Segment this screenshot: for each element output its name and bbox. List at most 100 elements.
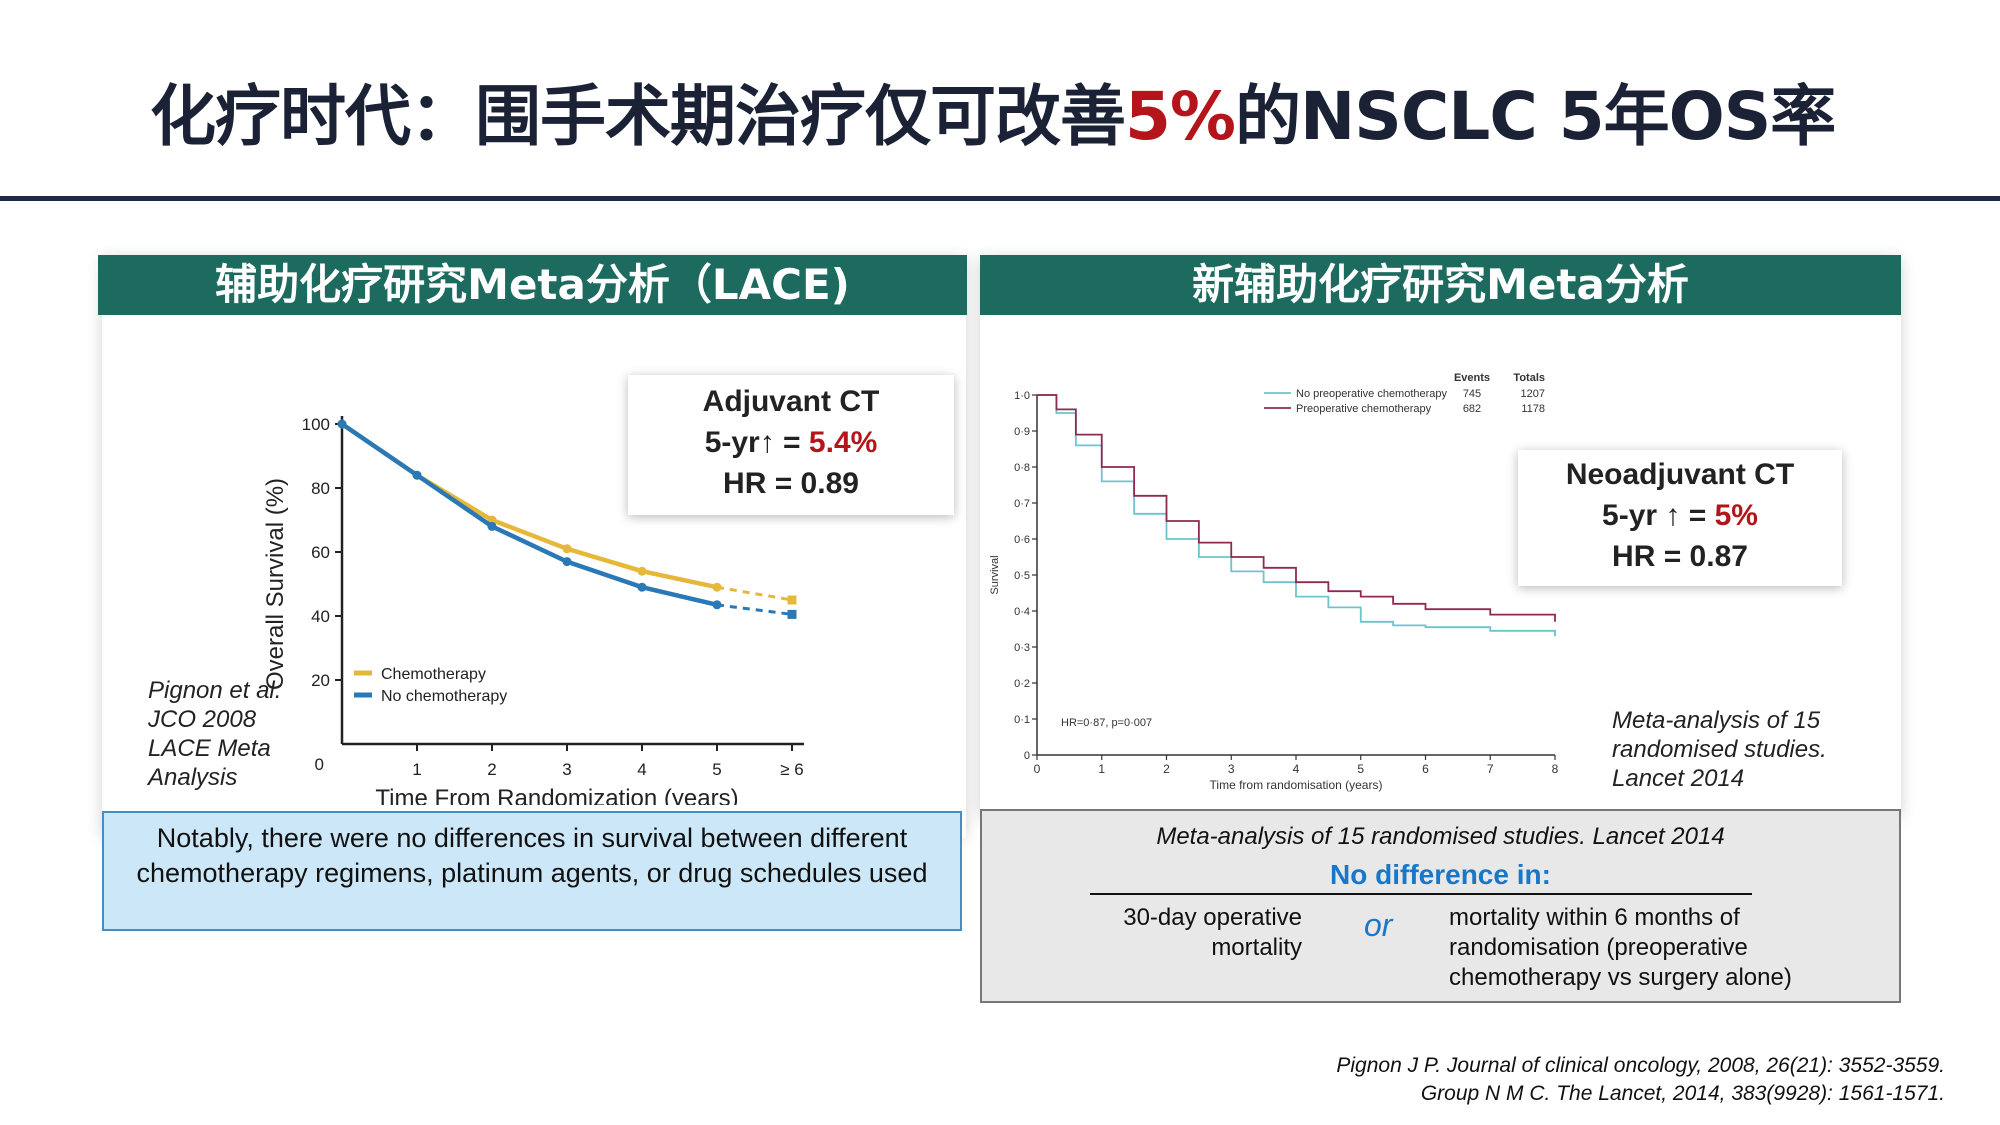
right-box-right-text: mortality within 6 months of randomisati… xyxy=(1449,903,1889,993)
neo-hr-annotation: HR=0·87, p=0·007 xyxy=(1061,717,1152,729)
neo-x-tick-label: 3 xyxy=(1228,762,1235,776)
lace-y-tick-label: 20 xyxy=(311,671,330,690)
neo-series-line xyxy=(1037,394,1556,637)
right-panel-header: 新辅助化疗研究Meta分析 xyxy=(980,255,1901,315)
lace-x-axis-label: Time From Randomization (years) xyxy=(375,785,738,805)
neo-y-tick-label: 0·7 xyxy=(1014,498,1030,510)
lace-x-tick-label: 5 xyxy=(712,760,721,779)
neo-y-tick-label: 0·2 xyxy=(1014,678,1030,690)
lace-axes: 20 40 60 80 100 0 1 2 3 4 5 ≥ 6 Time From Randomizat… xyxy=(262,415,804,805)
right-box-left-line: mortality xyxy=(1211,934,1302,961)
lace-data-point xyxy=(712,600,722,610)
neo-legend-col-header: Events xyxy=(1454,372,1490,384)
reference-line: Pignon J P. Journal of clinical oncology… xyxy=(1336,1054,1945,1077)
neo-legend-events: 745 xyxy=(1463,388,1481,400)
left-citation-line: Pignon et al. xyxy=(148,677,282,704)
neo-y-tick-label: 0 xyxy=(1024,750,1030,762)
left-citation-line: Analysis xyxy=(148,764,238,791)
lace-x-tick-label: 3 xyxy=(562,760,571,779)
right-box-rule xyxy=(1090,893,1752,895)
neo-y-tick-label: 0·9 xyxy=(1014,426,1030,438)
right-box-right-line: chemotherapy vs surgery alone) xyxy=(1449,964,1792,991)
right-box-right-line: randomisation (preoperative xyxy=(1449,934,1748,961)
right-box-subtitle: No difference in: xyxy=(1330,859,1551,890)
right-box-left-text: 30-day operative mortality xyxy=(1082,903,1302,963)
adjuvant-callout-title: Adjuvant CT xyxy=(702,385,880,418)
reference-line: Group N M C. The Lancet, 2014, 383(9928)… xyxy=(1420,1082,1945,1105)
neo-y-tick-label: 0·6 xyxy=(1014,534,1030,546)
neo-x-tick-label: 6 xyxy=(1422,762,1429,776)
adjuvant-callout-hr: HR = 0.89 xyxy=(723,467,859,500)
lace-y-tick-label: 100 xyxy=(302,415,330,434)
neo-y-tick-label: 0·5 xyxy=(1014,570,1030,582)
right-box-title: Meta-analysis of 15 randomised studies. … xyxy=(1156,823,1725,850)
right-box-right-line: mortality within 6 months of xyxy=(1449,904,1740,931)
lace-data-point xyxy=(637,566,647,576)
lace-data-point xyxy=(637,582,647,592)
lace-legend-label: No chemotherapy xyxy=(381,688,507,705)
right-box-or: or xyxy=(1364,907,1393,943)
lace-x-tick-label: 1 xyxy=(412,760,421,779)
neo-legend-totals: 1207 xyxy=(1521,388,1545,400)
neo-legend-label: No preoperative chemotherapy xyxy=(1296,388,1448,400)
neo-x-tick-label: 1 xyxy=(1098,762,1105,776)
right-citation-line: Lancet 2014 xyxy=(1612,765,1745,792)
adjuvant-callout-5yr: 5-yr↑ = 5.4% xyxy=(628,422,954,463)
lace-x-tick-label: 2 xyxy=(487,760,496,779)
neo-legend: Events Totals No preoperative chemotherapy… xyxy=(1264,372,1545,415)
neo-x-axis-label: Time from randomisation (years) xyxy=(1210,778,1383,792)
lace-series-dashed xyxy=(716,585,793,602)
lace-x-tick-label: 4 xyxy=(637,760,646,779)
slide-title: 化疗时代：围手术期治疗仅可改善5%的NSCLC 5年OS率 xyxy=(150,62,1910,172)
neoadjuvant-5yr-value: 5% xyxy=(1714,499,1758,532)
neo-legend-col-header: Totals xyxy=(1513,372,1545,384)
right-box-left-line: 30-day operative xyxy=(1123,904,1302,931)
lace-y-axis-label: Overall Survival (%) xyxy=(262,478,289,690)
neoadjuvant-ct-callout: Neoadjuvant CT 5-yr ↑ = 5% HR = 0.87 xyxy=(1518,450,1842,586)
neoadjuvant-5yr-prefix: 5-yr ↑ = xyxy=(1602,499,1715,532)
right-citation-line: randomised studies. xyxy=(1612,736,1827,763)
slide-title-pre: 化疗时代：围手术期治疗仅可改善 xyxy=(150,78,1126,155)
neo-x-tick-label: 4 xyxy=(1293,762,1300,776)
title-divider xyxy=(0,196,2000,201)
neo-y-tick-label: 0·4 xyxy=(1014,606,1030,618)
adjuvant-ct-callout: Adjuvant CT 5-yr↑ = 5.4% HR = 0.89 xyxy=(628,375,954,515)
neo-legend-totals: 1178 xyxy=(1521,403,1545,415)
lace-legend: Chemotherapy No chemotherapy xyxy=(354,666,507,705)
neo-x-tick-label: 5 xyxy=(1357,762,1364,776)
lace-data-point xyxy=(562,557,572,567)
lace-series-line xyxy=(340,422,718,607)
left-citation: Pignon et al. JCO 2008 LACE Meta Analysi… xyxy=(148,676,328,792)
lace-y-tick-label: 40 xyxy=(311,607,330,626)
neo-series xyxy=(1037,394,1556,637)
slide-title-post: 的NSCLC 5年OS率 xyxy=(1235,78,1836,155)
lace-legend-label: Chemotherapy xyxy=(381,666,486,683)
neo-y-tick-label: 1·0 xyxy=(1014,390,1030,402)
lace-data-point xyxy=(562,544,572,554)
lace-data-point xyxy=(337,419,347,429)
neo-legend-events: 682 xyxy=(1463,403,1481,415)
lace-data-point xyxy=(712,582,722,592)
lace-series xyxy=(337,419,797,619)
lace-data-point xyxy=(487,521,497,531)
left-note-box: Notably, there were no differences in su… xyxy=(102,811,962,931)
neoadjuvant-callout-5yr: 5-yr ↑ = 5% xyxy=(1518,495,1842,536)
neoadjuvant-survival-chart: 0 0·1 0·2 0·3 0·4 0·5 0·6 0·7 0·8 0·9 1·0 0 1 2 3 4 5 6 7 8… xyxy=(989,372,1559,792)
lace-series-dashed xyxy=(716,603,793,616)
lace-data-point xyxy=(412,470,422,480)
lace-survival-chart: 20 40 60 80 100 0 1 2 3 4 5 ≥ 6 Time From Randomizat… xyxy=(262,415,804,805)
neo-x-tick-label: 7 xyxy=(1487,762,1494,776)
lace-data-point xyxy=(787,595,797,605)
adjuvant-5yr-value: 5.4% xyxy=(808,426,878,459)
references: Pignon J P. Journal of clinical oncology… xyxy=(1336,1052,1945,1108)
neo-legend-label: Preoperative chemotherapy xyxy=(1296,403,1432,415)
left-panel-header: 辅助化疗研究Meta分析（LACE) xyxy=(98,255,967,315)
left-citation-line: LACE Meta xyxy=(148,735,271,762)
neoadjuvant-callout-hr: HR = 0.87 xyxy=(1612,540,1748,573)
neo-y-tick-label: 0·3 xyxy=(1014,642,1030,654)
right-citation-line: Meta-analysis of 15 xyxy=(1612,707,1821,734)
neoadjuvant-callout-title: Neoadjuvant CT xyxy=(1565,458,1795,491)
neo-x-tick-label: 0 xyxy=(1034,762,1041,776)
left-citation-line: JCO 2008 xyxy=(148,706,257,733)
neo-y-tick-label: 0·8 xyxy=(1014,462,1030,474)
